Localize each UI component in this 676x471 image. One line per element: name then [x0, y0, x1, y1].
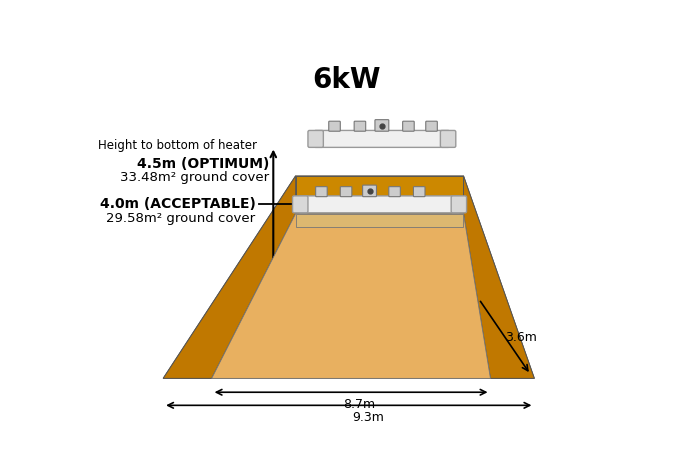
Text: 4.0m (ACCEPTABLE): 4.0m (ACCEPTABLE) [100, 197, 256, 211]
Text: 29.58m² ground cover: 29.58m² ground cover [106, 212, 256, 225]
Text: Height to bottom of heater: Height to bottom of heater [98, 138, 257, 152]
FancyBboxPatch shape [315, 130, 449, 147]
Text: 33.48m² ground cover: 33.48m² ground cover [120, 171, 270, 184]
Polygon shape [212, 214, 491, 378]
Text: 3.4m: 3.4m [415, 333, 447, 346]
FancyBboxPatch shape [426, 121, 437, 131]
FancyBboxPatch shape [340, 187, 352, 197]
FancyBboxPatch shape [414, 187, 425, 197]
FancyBboxPatch shape [316, 187, 327, 197]
FancyBboxPatch shape [403, 121, 414, 131]
FancyBboxPatch shape [440, 130, 456, 147]
Polygon shape [295, 214, 464, 227]
Text: 9.3m: 9.3m [352, 411, 384, 424]
FancyBboxPatch shape [362, 185, 377, 197]
FancyBboxPatch shape [389, 187, 400, 197]
FancyBboxPatch shape [293, 196, 308, 213]
Polygon shape [295, 176, 464, 214]
Text: 8.7m: 8.7m [343, 398, 375, 411]
FancyBboxPatch shape [354, 121, 366, 131]
FancyBboxPatch shape [451, 196, 466, 213]
FancyBboxPatch shape [299, 196, 460, 213]
Text: 6kW: 6kW [312, 65, 381, 94]
FancyBboxPatch shape [308, 130, 323, 147]
FancyBboxPatch shape [375, 120, 389, 131]
FancyBboxPatch shape [329, 121, 340, 131]
Text: 3.6m: 3.6m [505, 331, 537, 344]
Polygon shape [163, 176, 295, 378]
Polygon shape [163, 176, 534, 378]
Polygon shape [464, 176, 534, 378]
Text: 4.5m (OPTIMUM): 4.5m (OPTIMUM) [137, 157, 270, 171]
